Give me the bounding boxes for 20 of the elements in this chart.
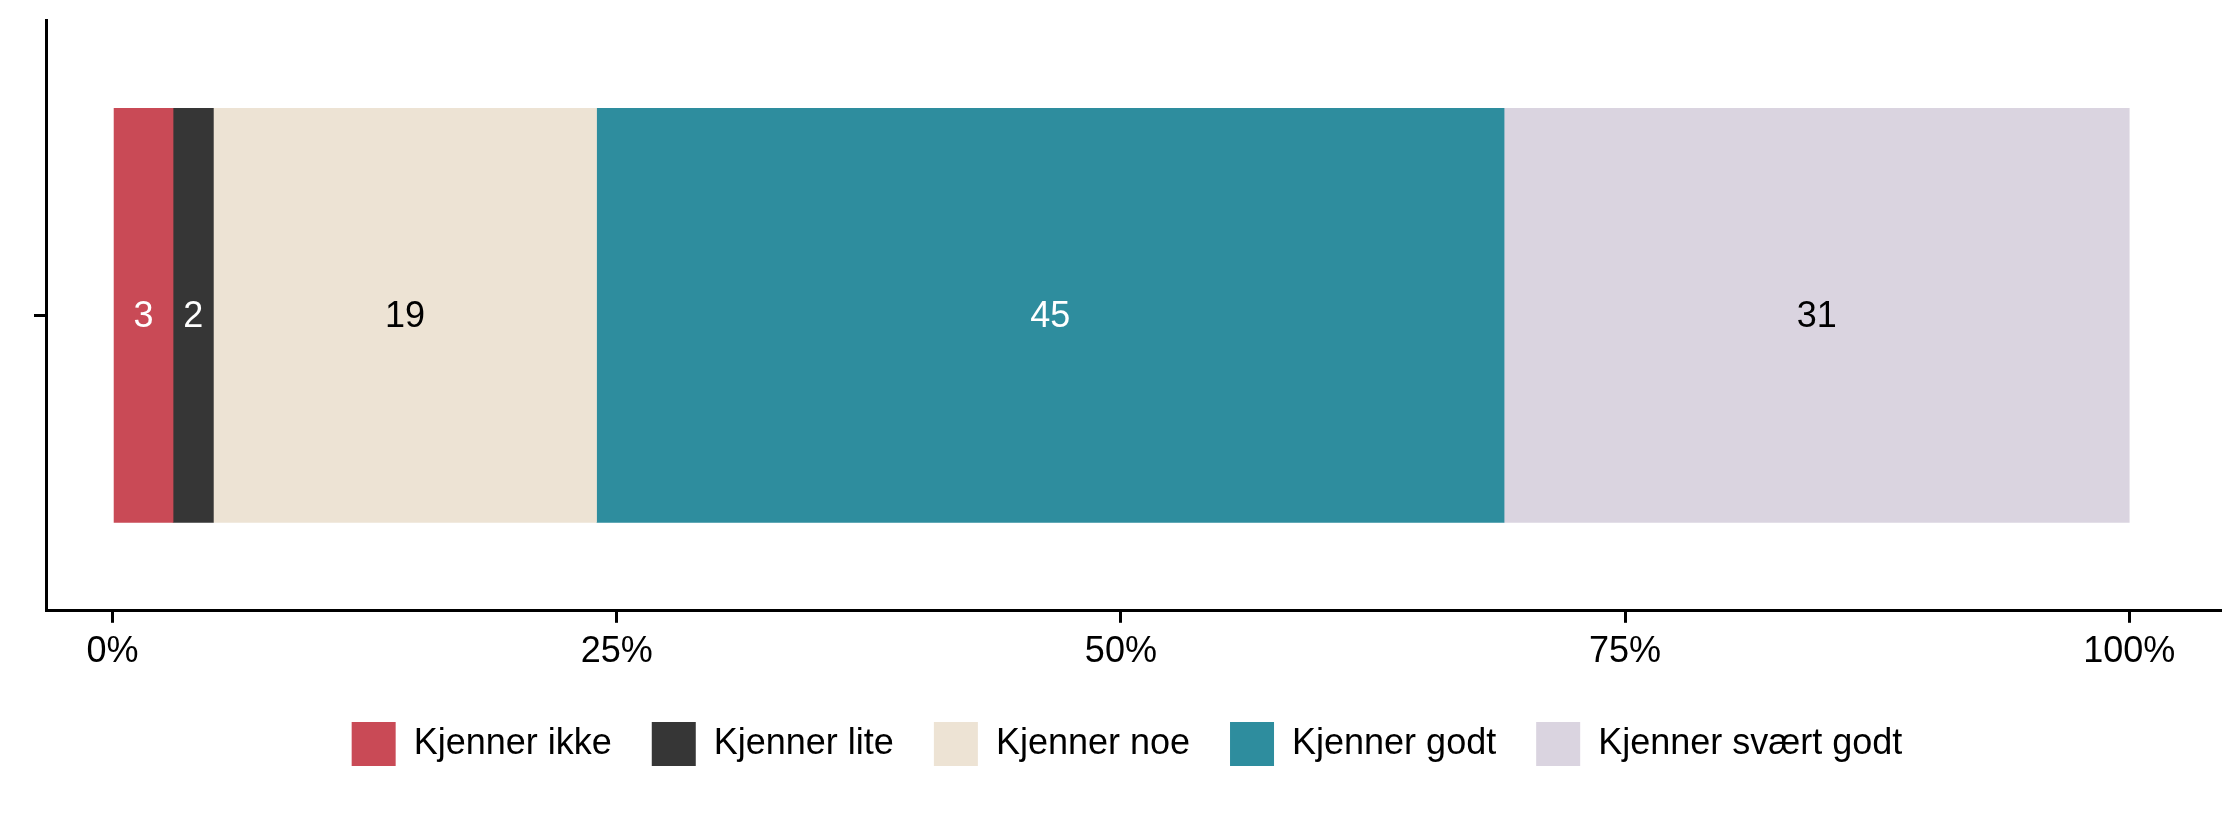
bar xyxy=(596,108,1505,523)
data-label: 31 xyxy=(1796,294,1837,336)
data-label: 19 xyxy=(384,294,425,336)
legend-label: Kjenner lite xyxy=(713,720,894,762)
data-label: 45 xyxy=(1030,294,1071,336)
bar xyxy=(213,108,597,523)
x-tick-label: 0% xyxy=(86,629,139,671)
x-tick-label: 100% xyxy=(2083,629,2176,671)
bar xyxy=(113,108,174,523)
legend-label: Kjenner noe xyxy=(995,720,1191,762)
x-tick-label: 25% xyxy=(580,629,653,671)
legend-label: Kjenner svært godt xyxy=(1598,720,1903,762)
legend-label: Kjenner ikke xyxy=(413,720,612,762)
legend-label: Kjenner godt xyxy=(1292,720,1497,762)
data-label: 2 xyxy=(183,294,204,336)
bar xyxy=(1503,108,2130,523)
x-tick-label: 75% xyxy=(1589,629,1662,671)
bar xyxy=(172,108,214,523)
x-tick-label: 50% xyxy=(1084,629,1157,671)
data-label: 3 xyxy=(133,294,154,336)
